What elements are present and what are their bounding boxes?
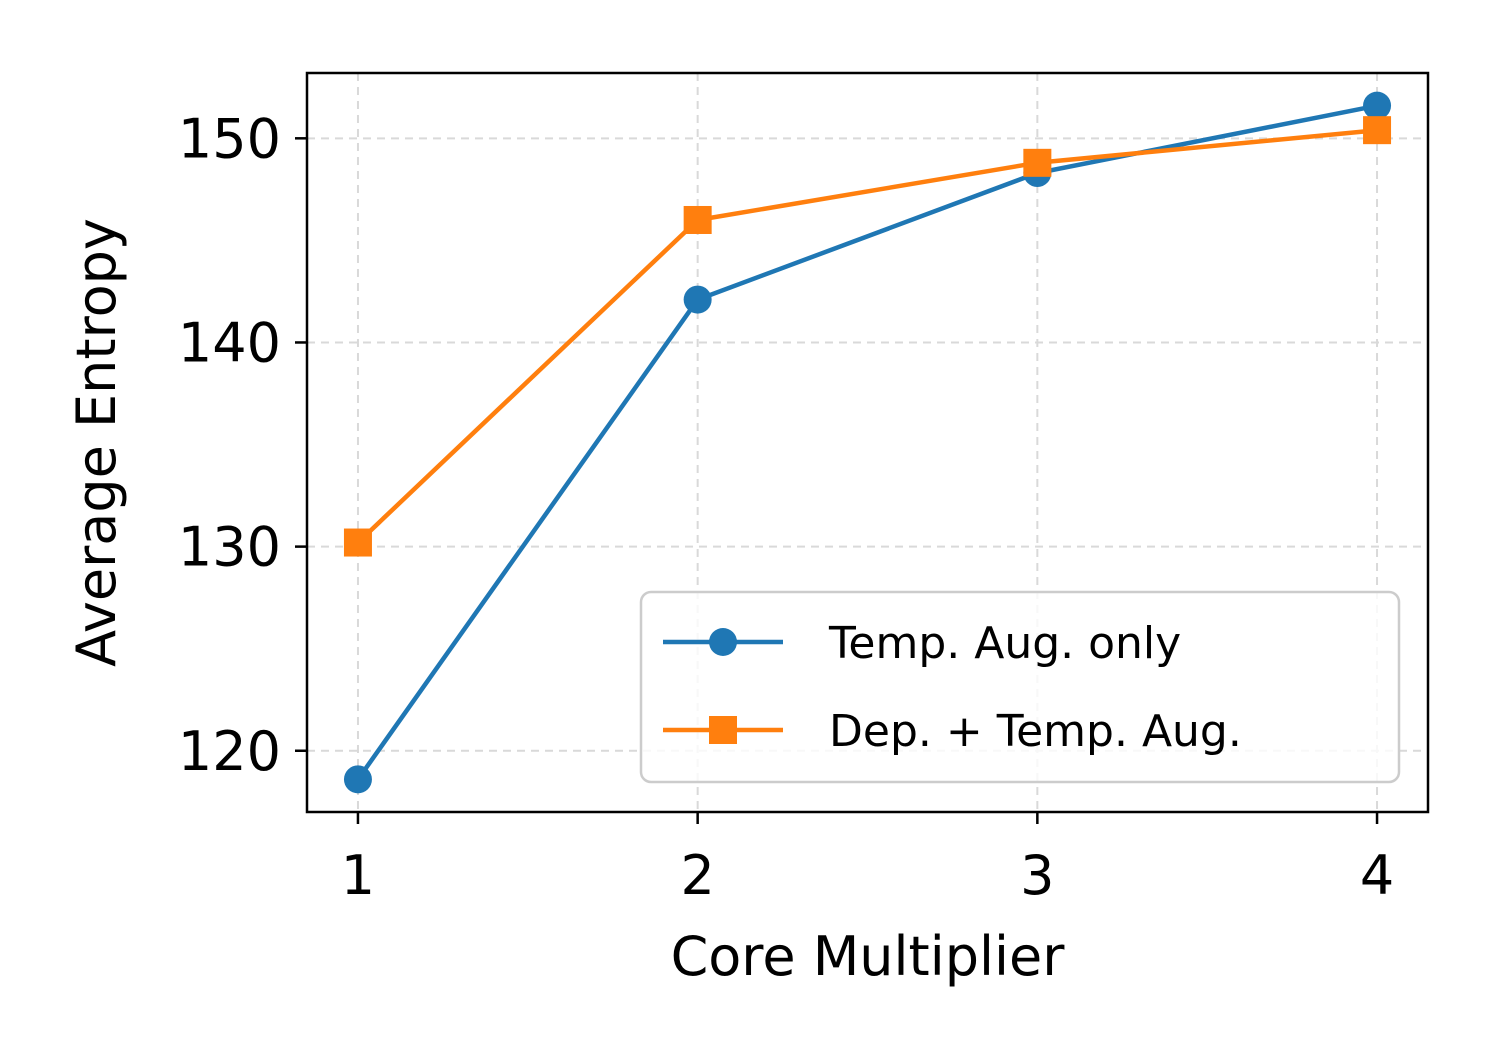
axis-ticks: 1 2 3 4 120 130 140 150 bbox=[178, 107, 1394, 907]
y-tick-label: 130 bbox=[178, 516, 281, 579]
y-tick-label: 140 bbox=[178, 311, 281, 374]
data-point bbox=[343, 765, 372, 794]
data-point bbox=[343, 528, 372, 557]
x-tick-label: 4 bbox=[1360, 844, 1394, 907]
plot-frame bbox=[305, 71, 1430, 814]
x-tick-label: 2 bbox=[680, 844, 714, 907]
legend-label: Dep. + Temp. Aug. bbox=[829, 706, 1242, 757]
data-point bbox=[1363, 116, 1392, 145]
data-point bbox=[1023, 148, 1052, 177]
legend: Temp. Aug. only Dep. + Temp. Aug. bbox=[639, 590, 1401, 784]
legend-box bbox=[639, 590, 1401, 784]
series-line bbox=[356, 103, 1378, 781]
legend-marker bbox=[709, 628, 737, 656]
legend-item: Dep. + Temp. Aug. bbox=[663, 706, 1242, 757]
y-axis-label: Average Entropy bbox=[65, 218, 128, 667]
series-line bbox=[356, 127, 1378, 545]
legend-item: Temp. Aug. only bbox=[663, 618, 1181, 669]
x-axis-label: Core Multiplier bbox=[671, 925, 1066, 988]
data-point bbox=[1363, 91, 1392, 120]
series-layer bbox=[343, 91, 1392, 794]
series-2 bbox=[343, 116, 1392, 557]
data-point bbox=[683, 285, 712, 314]
x-tick-label: 3 bbox=[1020, 844, 1054, 907]
legend-label: Temp. Aug. only bbox=[828, 618, 1181, 669]
y-tick-label: 150 bbox=[178, 107, 281, 170]
legend-marker bbox=[709, 716, 737, 744]
x-tick-label: 1 bbox=[341, 844, 375, 907]
data-point bbox=[683, 205, 712, 234]
y-tick-label: 120 bbox=[178, 720, 281, 783]
